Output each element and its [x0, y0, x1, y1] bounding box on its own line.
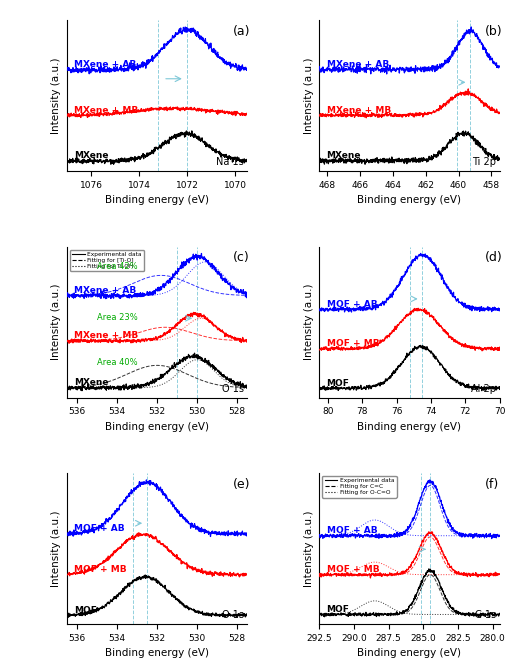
X-axis label: Binding energy (eV): Binding energy (eV) — [105, 648, 209, 658]
Text: MXene: MXene — [74, 378, 109, 387]
Text: MOF + MB: MOF + MB — [327, 340, 379, 348]
Text: C 1s: C 1s — [475, 610, 496, 620]
X-axis label: Binding energy (eV): Binding energy (eV) — [357, 648, 461, 658]
Text: MOF: MOF — [74, 606, 97, 615]
Text: MOF + MB: MOF + MB — [327, 565, 379, 574]
Text: (d): (d) — [485, 251, 503, 264]
Y-axis label: Intensity (a.u.): Intensity (a.u.) — [52, 510, 61, 587]
Text: MXene: MXene — [74, 152, 109, 160]
Text: MOF + MB: MOF + MB — [74, 565, 127, 574]
Text: MXene + AB: MXene + AB — [74, 60, 136, 69]
Text: (b): (b) — [485, 25, 503, 38]
Y-axis label: Intensity (a.u.): Intensity (a.u.) — [304, 284, 314, 360]
Text: MXene + AB: MXene + AB — [74, 286, 136, 295]
Text: MOF + AB: MOF + AB — [327, 300, 377, 309]
Text: Na 1s: Na 1s — [216, 157, 244, 167]
Text: Al 2p: Al 2p — [471, 384, 496, 394]
Text: MOF: MOF — [327, 605, 349, 614]
Text: O 1s: O 1s — [221, 384, 244, 394]
Y-axis label: Intensity (a.u.): Intensity (a.u.) — [52, 284, 61, 360]
Text: (a): (a) — [233, 25, 250, 38]
Text: MXene + MB: MXene + MB — [74, 106, 139, 115]
Text: MOF + AB: MOF + AB — [327, 526, 377, 535]
Y-axis label: Intensity (a.u.): Intensity (a.u.) — [304, 510, 314, 587]
Y-axis label: Intensity (a.u.): Intensity (a.u.) — [52, 57, 61, 134]
Text: (f): (f) — [485, 478, 500, 491]
Legend: Experimental data, Fitting for [Ti-O], Fitting for Ti-OH: Experimental data, Fitting for [Ti-O], F… — [70, 250, 144, 271]
Legend: Experimental data, Fitting for C=C, Fitting for O-C=O: Experimental data, Fitting for C=C, Fitt… — [322, 476, 397, 498]
Text: MXene: MXene — [327, 151, 361, 160]
Text: Ti 2p: Ti 2p — [472, 157, 496, 167]
Text: O 1s: O 1s — [221, 610, 244, 620]
Text: MXene + AB: MXene + AB — [327, 60, 389, 68]
Text: MXene + MB: MXene + MB — [74, 331, 139, 340]
X-axis label: Binding energy (eV): Binding energy (eV) — [357, 422, 461, 432]
Text: Area 23%: Area 23% — [97, 313, 138, 322]
Y-axis label: Intensity (a.u.): Intensity (a.u.) — [304, 57, 314, 134]
X-axis label: Binding energy (eV): Binding energy (eV) — [357, 195, 461, 205]
Text: Area 40%: Area 40% — [97, 358, 138, 367]
X-axis label: Binding energy (eV): Binding energy (eV) — [105, 422, 209, 432]
Text: MXene + MB: MXene + MB — [327, 105, 391, 115]
Text: (c): (c) — [233, 251, 250, 264]
Text: (e): (e) — [233, 478, 250, 491]
X-axis label: Binding energy (eV): Binding energy (eV) — [105, 195, 209, 205]
Text: MOF: MOF — [327, 378, 349, 388]
Text: MOF + AB: MOF + AB — [74, 525, 125, 533]
Text: Area 42%: Area 42% — [97, 262, 138, 271]
